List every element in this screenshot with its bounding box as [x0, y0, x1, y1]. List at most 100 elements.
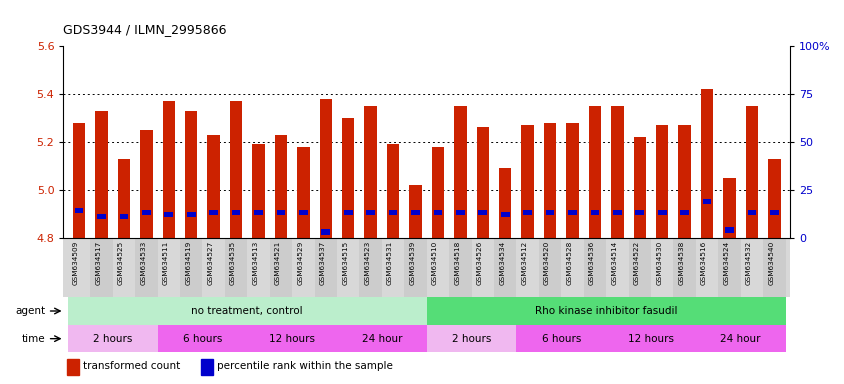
Bar: [545, 210, 554, 215]
Bar: [73, 122, 85, 238]
Bar: [544, 122, 555, 238]
Text: GSM634515: GSM634515: [342, 240, 348, 285]
FancyBboxPatch shape: [68, 297, 426, 325]
Bar: [203, 238, 225, 297]
Bar: [767, 159, 780, 238]
Text: GSM634538: GSM634538: [678, 240, 684, 285]
Bar: [657, 210, 666, 215]
Text: GSM634540: GSM634540: [767, 240, 773, 285]
Bar: [276, 210, 285, 215]
Text: GSM634523: GSM634523: [365, 240, 371, 285]
Bar: [516, 238, 538, 297]
FancyBboxPatch shape: [337, 325, 426, 353]
Bar: [231, 210, 240, 215]
FancyBboxPatch shape: [695, 325, 785, 353]
Bar: [471, 238, 494, 297]
Bar: [120, 214, 128, 219]
Text: no treatment, control: no treatment, control: [192, 306, 303, 316]
Text: GSM634537: GSM634537: [319, 240, 326, 285]
Bar: [478, 210, 486, 215]
Text: GSM634529: GSM634529: [297, 240, 303, 285]
Bar: [366, 210, 375, 215]
Bar: [180, 238, 203, 297]
Bar: [454, 106, 466, 238]
Bar: [252, 144, 264, 238]
Bar: [165, 212, 173, 217]
Bar: [254, 210, 262, 215]
Text: GSM634530: GSM634530: [656, 240, 662, 285]
FancyBboxPatch shape: [426, 325, 516, 353]
Text: GSM634511: GSM634511: [163, 240, 169, 285]
Text: 6 hours: 6 hours: [541, 334, 581, 344]
Bar: [655, 125, 668, 238]
Bar: [628, 238, 650, 297]
Text: GSM634513: GSM634513: [252, 240, 258, 285]
Text: GSM634536: GSM634536: [588, 240, 594, 285]
Bar: [187, 212, 195, 217]
Text: GSM634539: GSM634539: [409, 240, 415, 285]
Bar: [74, 208, 84, 214]
Text: GSM634522: GSM634522: [633, 240, 639, 285]
Bar: [201, 359, 213, 375]
Text: time: time: [22, 334, 46, 344]
Bar: [431, 147, 444, 238]
Bar: [610, 106, 623, 238]
Bar: [590, 210, 598, 215]
Bar: [230, 101, 242, 238]
Bar: [67, 359, 78, 375]
Bar: [747, 210, 755, 215]
Bar: [297, 147, 309, 238]
Text: GSM634521: GSM634521: [274, 240, 280, 285]
Bar: [90, 238, 112, 297]
Text: GSM634527: GSM634527: [208, 240, 214, 285]
Bar: [364, 106, 376, 238]
Bar: [269, 238, 292, 297]
Bar: [292, 238, 314, 297]
Bar: [319, 99, 332, 238]
Text: GSM634532: GSM634532: [745, 240, 751, 285]
Bar: [68, 238, 90, 297]
Bar: [140, 130, 153, 238]
Bar: [679, 210, 688, 215]
FancyBboxPatch shape: [157, 325, 247, 353]
FancyBboxPatch shape: [68, 325, 157, 353]
Bar: [722, 178, 735, 238]
Text: transformed count: transformed count: [83, 361, 180, 371]
Bar: [673, 238, 695, 297]
Bar: [225, 238, 247, 297]
Bar: [695, 238, 717, 297]
Bar: [724, 227, 733, 233]
Bar: [560, 238, 583, 297]
Bar: [117, 159, 130, 238]
Bar: [613, 210, 621, 215]
Bar: [605, 238, 628, 297]
Bar: [740, 238, 762, 297]
Bar: [650, 238, 673, 297]
Bar: [538, 238, 560, 297]
Text: GSM634510: GSM634510: [431, 240, 437, 285]
Bar: [321, 229, 330, 235]
Bar: [135, 238, 157, 297]
Text: GSM634519: GSM634519: [185, 240, 191, 285]
Text: GSM634525: GSM634525: [118, 240, 124, 285]
Bar: [433, 210, 441, 215]
Bar: [247, 238, 269, 297]
Bar: [702, 199, 711, 204]
Text: 12 hours: 12 hours: [627, 334, 674, 344]
Bar: [411, 210, 419, 215]
Text: GSM634535: GSM634535: [230, 240, 235, 285]
Bar: [769, 210, 778, 215]
FancyBboxPatch shape: [516, 325, 605, 353]
Text: GSM634509: GSM634509: [73, 240, 79, 285]
Text: GSM634528: GSM634528: [565, 240, 572, 285]
Bar: [209, 210, 218, 215]
Text: GSM634516: GSM634516: [701, 240, 706, 285]
Bar: [476, 127, 489, 238]
FancyBboxPatch shape: [605, 325, 695, 353]
Bar: [381, 238, 403, 297]
Text: percentile rank within the sample: percentile rank within the sample: [217, 361, 392, 371]
Bar: [565, 122, 578, 238]
Bar: [449, 238, 471, 297]
Text: GSM634526: GSM634526: [476, 240, 482, 285]
Bar: [678, 125, 690, 238]
